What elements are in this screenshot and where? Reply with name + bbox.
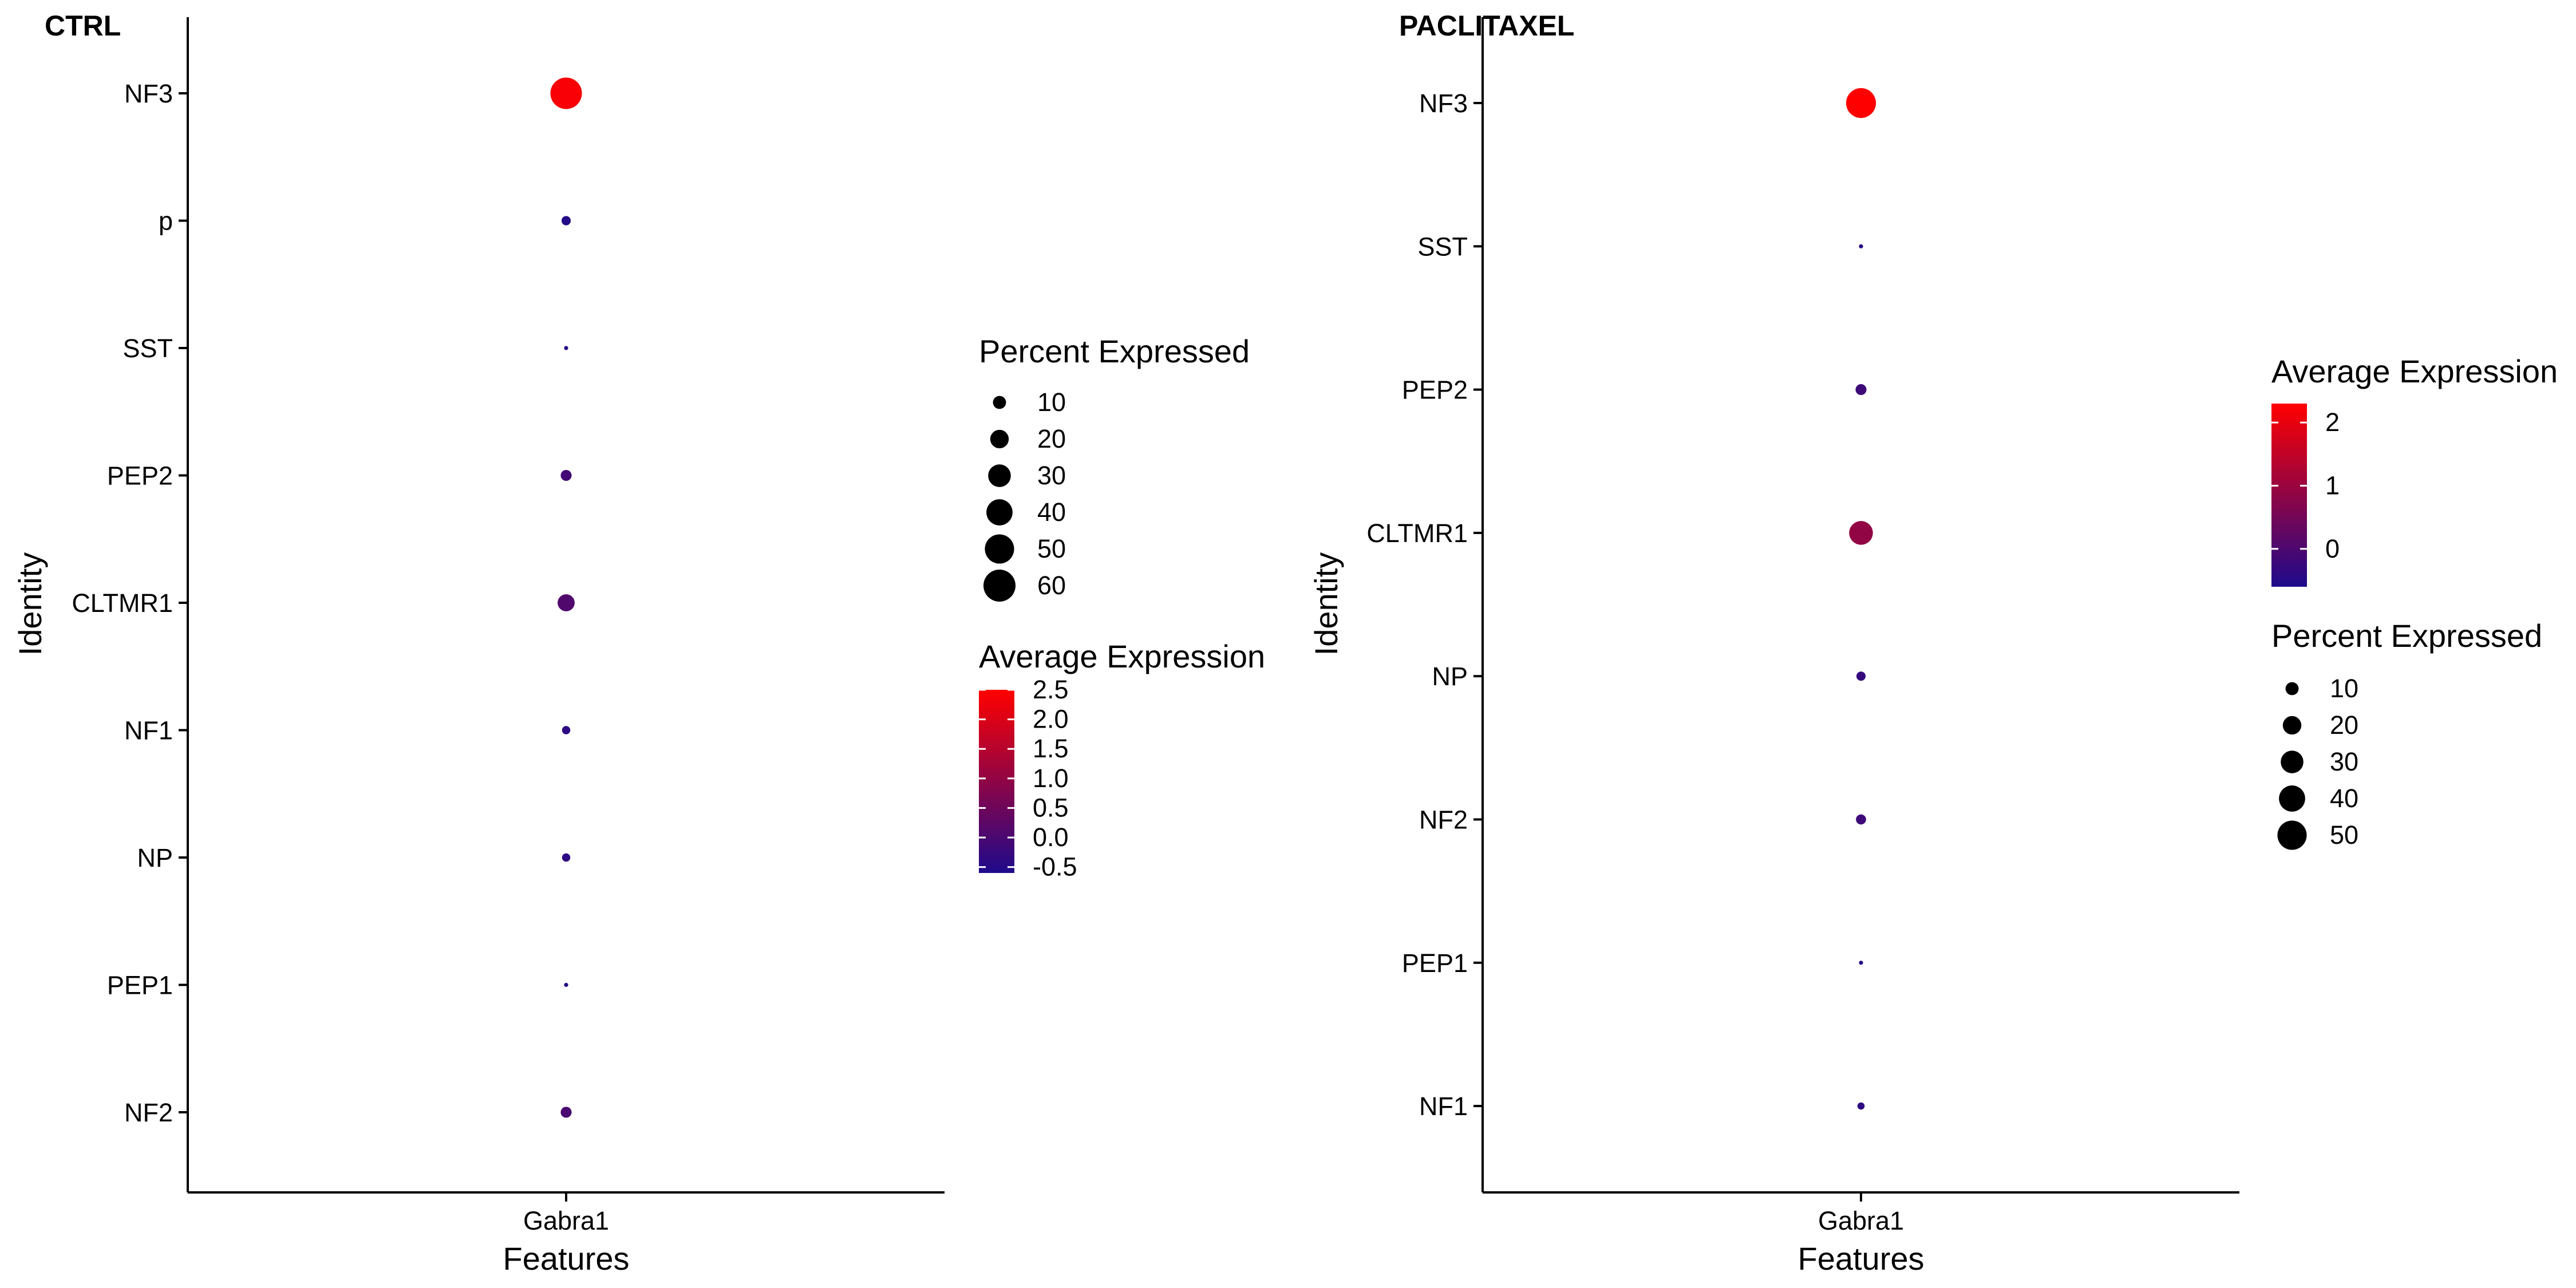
- size-legend-dot: [985, 534, 1014, 564]
- dot-pep1: [1859, 961, 1863, 965]
- dot-pep2: [1855, 384, 1867, 396]
- dot-nf3: [1846, 88, 1876, 118]
- size-legend-dot: [2285, 682, 2299, 696]
- dot-marks: [550, 77, 582, 1118]
- color-legend-label: 1.5: [1033, 734, 1069, 763]
- size-legend-title: Percent Expressed: [979, 333, 1250, 369]
- y-tick-label: NF2: [1419, 805, 1468, 835]
- dot-pep1: [564, 982, 568, 987]
- color-legend-label: 2.5: [1033, 675, 1069, 704]
- dot-cltmr1: [1849, 521, 1873, 545]
- y-tick-label: SST: [1417, 232, 1468, 261]
- size-legend-dot: [2281, 750, 2304, 773]
- color-legend-label: 2.0: [1033, 705, 1069, 734]
- y-tick-label: PEP2: [107, 461, 173, 491]
- y-tick-label: PEP2: [1402, 376, 1468, 405]
- dot-np: [562, 853, 571, 862]
- size-legend-label: 50: [2330, 820, 2358, 850]
- x-tick-label: Gabra1: [523, 1206, 609, 1235]
- color-legend-label: 0: [2325, 534, 2340, 563]
- y-tick-label: NF1: [124, 716, 173, 745]
- size-legend-label: 40: [1037, 497, 1066, 527]
- size-legend-label: 20: [1037, 424, 1066, 453]
- size-legend-dot: [2282, 716, 2302, 735]
- y-tick-label: CLTMR1: [1366, 519, 1468, 548]
- size-legend-dot: [986, 499, 1013, 526]
- color-legend-label: 2: [2325, 408, 2340, 437]
- size-legend-dot: [2279, 785, 2305, 812]
- y-axis-label: Identity: [1308, 552, 1344, 656]
- y-tick-label: NF3: [1419, 89, 1468, 118]
- x-tick-label: Gabra1: [1818, 1206, 1904, 1235]
- color-legend-label: 0.0: [1033, 823, 1069, 852]
- size-legend-dot: [2277, 820, 2307, 850]
- y-tick-label: p: [159, 207, 173, 236]
- color-legend-label: 1.0: [1033, 764, 1069, 793]
- y-axis-ticks: NF3 p SST PEP2 CLTMR1 NF1 NP PEP1 NF2: [72, 79, 188, 1127]
- y-tick-label: PEP1: [107, 971, 173, 1000]
- y-tick-label: NF3: [124, 79, 173, 108]
- y-tick-label: CLTMR1: [72, 588, 173, 618]
- x-axis-label: Features: [1798, 1240, 1925, 1277]
- dot-np: [1856, 671, 1866, 681]
- size-legend-dot: [990, 429, 1009, 449]
- panel-title: PACLITAXEL: [1399, 10, 1574, 42]
- color-bar: [2271, 404, 2307, 587]
- x-axis-label: Features: [503, 1240, 630, 1277]
- color-legend-label: 0.5: [1033, 793, 1069, 822]
- legends: Percent Expressed 10 20 30 40 50 60 Average Exp…: [979, 333, 1265, 882]
- dot-nf3: [550, 77, 582, 109]
- dot-marks: [1846, 88, 1876, 1110]
- dot-nf1: [1857, 1102, 1865, 1110]
- size-legend-title: Percent Expressed: [2271, 618, 2542, 654]
- y-axis-label: Identity: [12, 552, 48, 656]
- panel-title: CTRL: [45, 10, 121, 42]
- y-axis-ticks: NF3 SST PEP2 CLTMR1 NP NF2 PEP1 NF1: [1366, 89, 1483, 1121]
- dot-pep2: [560, 469, 572, 481]
- size-legend-label: 20: [2330, 710, 2358, 740]
- size-legend-dot: [993, 396, 1006, 409]
- color-bar: [979, 690, 1014, 873]
- size-legend-dot: [983, 570, 1016, 602]
- size-legend-label: 10: [2330, 674, 2358, 703]
- color-legend-title: Average Expression: [2271, 353, 2558, 389]
- dot-sst: [564, 346, 568, 350]
- size-legend-label: 30: [2330, 747, 2358, 776]
- color-legend-label: 1: [2325, 471, 2340, 500]
- panel-ctrl: CTRL Identity Features NF3 p SST PEP2 CLTMR1…: [12, 10, 1265, 1277]
- color-legend-label: -0.5: [1033, 852, 1077, 882]
- y-tick-label: SST: [123, 334, 173, 363]
- panel-paclitaxel: PACLITAXEL Identity Features NF3 SST PEP2 C…: [1308, 10, 2558, 1277]
- dot-nf2: [1856, 814, 1866, 825]
- x-axis-ticks: Gabra1: [523, 1192, 609, 1235]
- dot-p: [561, 216, 571, 226]
- size-legend-label: 10: [1037, 388, 1066, 417]
- y-tick-label: NP: [1432, 662, 1468, 691]
- dot-nf2: [560, 1107, 572, 1118]
- x-axis-ticks: Gabra1: [1818, 1192, 1904, 1235]
- y-tick-label: PEP1: [1402, 949, 1468, 978]
- size-legend-label: 60: [1037, 571, 1066, 600]
- color-legend-title: Average Expression: [979, 638, 1265, 674]
- y-tick-label: NP: [137, 843, 173, 872]
- y-tick-label: NF1: [1419, 1092, 1468, 1121]
- size-legend-label: 50: [1037, 534, 1066, 563]
- size-legend-label: 30: [1037, 461, 1066, 490]
- y-tick-label: NF2: [124, 1098, 173, 1127]
- dot-nf1: [562, 726, 571, 734]
- dot-sst: [1859, 244, 1863, 248]
- dot-cltmr1: [558, 594, 575, 611]
- size-legend-dot: [988, 464, 1011, 487]
- plot-axes: [1481, 17, 2239, 1194]
- size-legend-label: 40: [2330, 784, 2358, 813]
